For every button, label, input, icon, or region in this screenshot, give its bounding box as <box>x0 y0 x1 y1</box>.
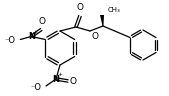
Polygon shape <box>100 15 104 26</box>
Text: +: + <box>57 72 63 77</box>
Text: CH₃: CH₃ <box>108 7 121 13</box>
Text: O: O <box>77 3 83 12</box>
Text: O: O <box>91 32 98 41</box>
Text: O: O <box>69 77 76 86</box>
Text: ⁻O: ⁻O <box>30 82 41 91</box>
Text: N: N <box>53 74 59 84</box>
Text: O: O <box>39 17 46 26</box>
Text: +: + <box>33 30 38 35</box>
Text: N: N <box>28 32 35 41</box>
Text: ⁻O: ⁻O <box>4 36 15 45</box>
